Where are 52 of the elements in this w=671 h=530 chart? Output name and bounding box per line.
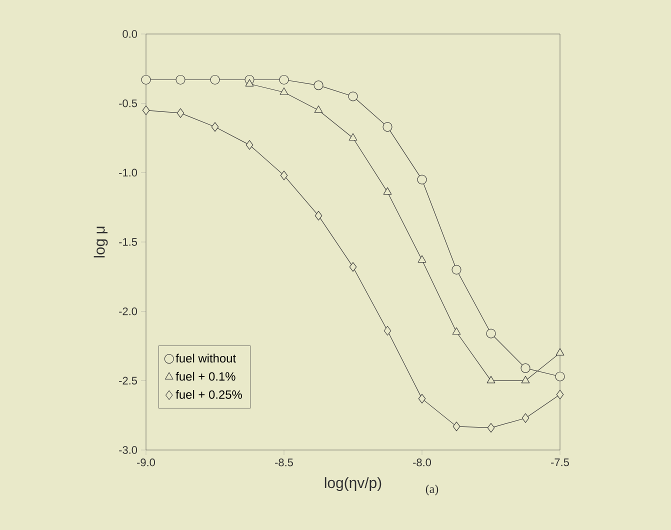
point (521, 376, 530, 384)
y-tick-label: -1.0 (119, 168, 138, 177)
point (556, 348, 564, 356)
point (384, 326, 392, 336)
point (452, 264, 462, 275)
point (418, 394, 426, 404)
point (245, 79, 254, 86)
point (486, 328, 496, 338)
point (176, 74, 186, 85)
x-axis-title: log(ηv/p) (324, 477, 382, 492)
point (314, 105, 323, 113)
point (383, 187, 392, 195)
y-tick-label: 0.0 (122, 30, 138, 38)
y-tick-label: -2.0 (119, 307, 138, 316)
point (348, 133, 358, 141)
point (487, 423, 495, 433)
point (141, 74, 151, 85)
legend-label: fuel + 0.1% (176, 372, 236, 381)
x-tick-label: -9.0 (137, 458, 156, 466)
point (349, 262, 357, 272)
point (142, 105, 150, 116)
y-tick-label: -3.0 (119, 446, 138, 454)
point (176, 108, 184, 118)
x-tick-label: -8.5 (275, 458, 293, 466)
point (417, 174, 427, 184)
point (486, 376, 496, 384)
y-tick-label: -1.5 (119, 238, 138, 246)
point (382, 122, 392, 132)
point (314, 80, 324, 90)
point (452, 327, 461, 335)
point (452, 422, 460, 432)
legend-label: fuel without (176, 354, 236, 363)
point (520, 363, 530, 373)
point (314, 210, 322, 220)
y-tick-label: -2.5 (119, 376, 138, 385)
y-axis-title: log μ (94, 226, 108, 258)
point (555, 372, 565, 382)
text: (a) (426, 484, 438, 496)
point (280, 170, 288, 180)
y-tick-label: -0.5 (119, 99, 138, 108)
point (210, 74, 220, 85)
legend-label: fuel + 0.25% (176, 390, 242, 399)
point (522, 413, 530, 423)
point (556, 390, 564, 400)
point (348, 92, 358, 102)
x-tick-label: -7.5 (551, 458, 569, 466)
point (418, 255, 426, 263)
point (280, 87, 288, 95)
point (246, 140, 254, 150)
x-tick-label: -8.0 (413, 458, 432, 466)
point (279, 74, 289, 85)
point (211, 122, 219, 132)
